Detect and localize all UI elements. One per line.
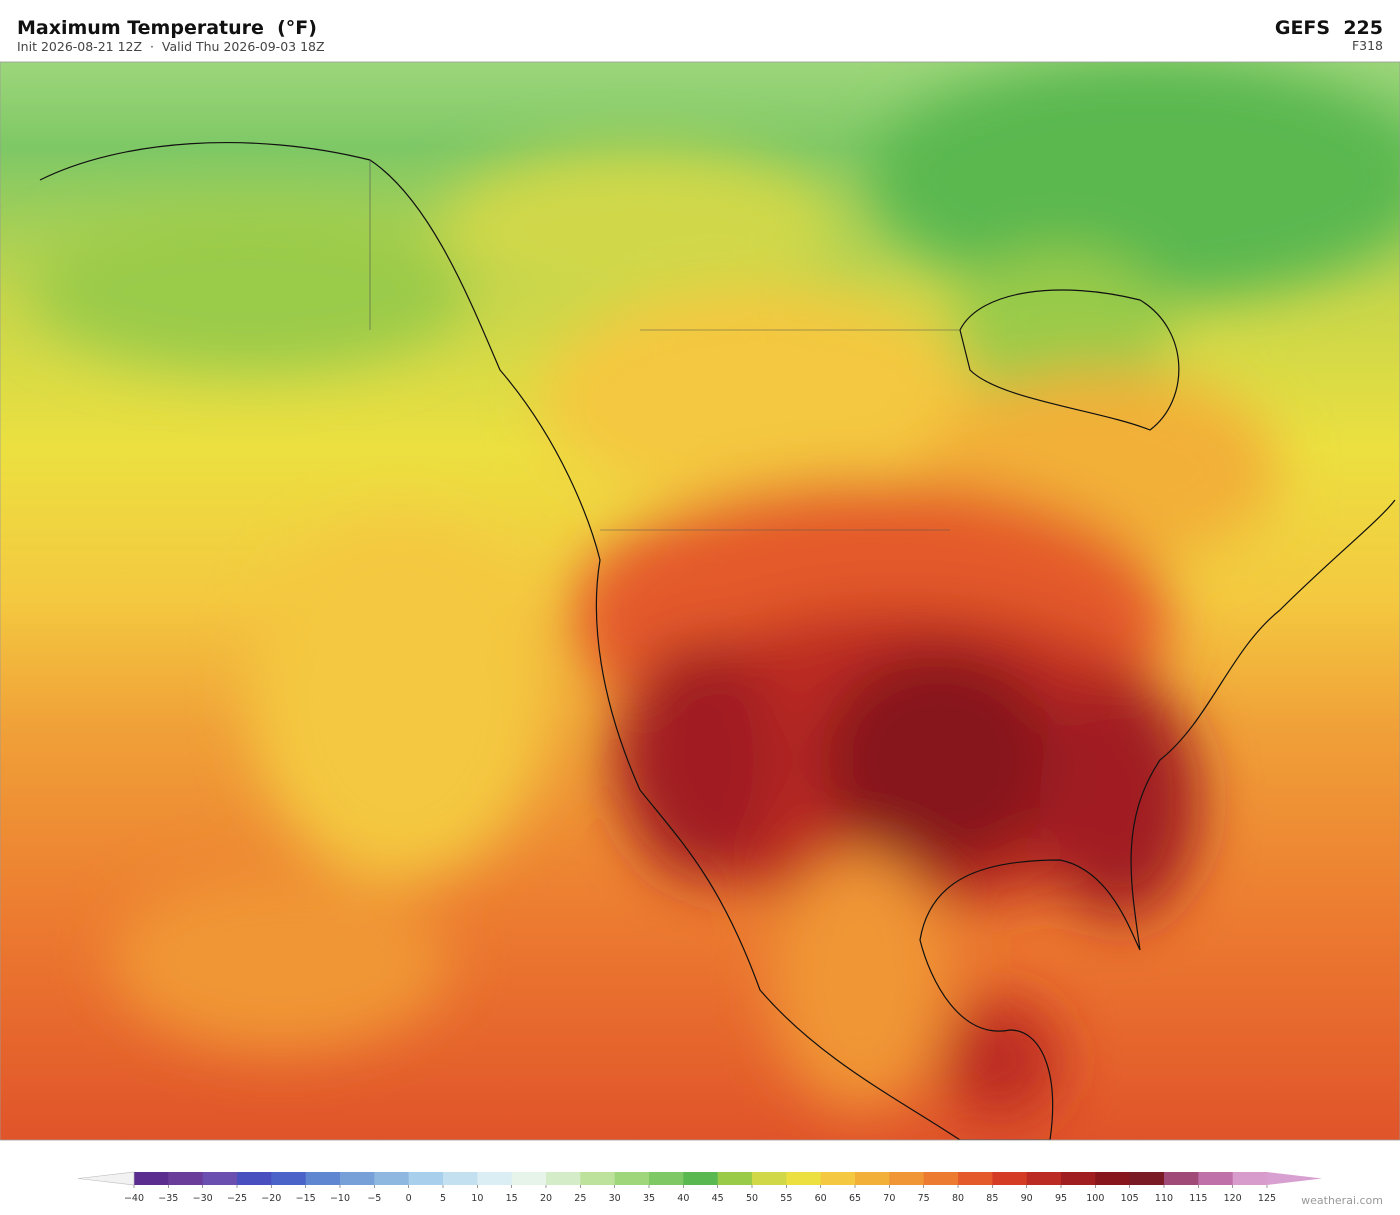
colorbar-tick-label: 0: [406, 1193, 412, 1204]
colorbar-tick-label: −30: [193, 1193, 213, 1204]
colorbar-tick-label: 40: [677, 1193, 689, 1204]
colorbar: −40 −35 −30 −25 −20 −15 −10 −5 0 5 10 15 20 25 30 35 40 4…: [77, 1171, 1322, 1204]
map-title: Maximum Temperature (°F): [17, 17, 317, 39]
colorbar-bin: [1026, 1172, 1062, 1185]
model-name: GEFS 225: [1275, 17, 1383, 39]
colorbar-bin: [958, 1172, 993, 1185]
colorbar-bin: [271, 1172, 307, 1185]
colorbar-tick-label: −20: [261, 1193, 281, 1204]
colorbar-bin: [1198, 1172, 1234, 1185]
colorbar-bin: [374, 1172, 410, 1185]
colorbar-bin: [408, 1172, 444, 1185]
colorbar-tick-label: 20: [540, 1193, 552, 1204]
colorbar-tick-label: 65: [849, 1193, 861, 1204]
colorbar-tick-label: −10: [330, 1193, 350, 1204]
colorbar-tick-label: −25: [227, 1193, 247, 1204]
colorbar-over: [1267, 1172, 1322, 1185]
colorbar-bin: [477, 1172, 513, 1185]
colorbar-bin: [1129, 1172, 1165, 1185]
colorbar-tick-label: 30: [609, 1193, 621, 1204]
colorbar-bin: [649, 1172, 684, 1185]
colorbar-bin: [1164, 1172, 1199, 1185]
map-subtitle: Init 2026-08-21 12Z · Valid Thu 2026-09-…: [17, 39, 325, 54]
colorbar-tick-label: 25: [574, 1193, 586, 1204]
colorbar-bin: [237, 1172, 272, 1185]
colorbar-bin: [1232, 1172, 1268, 1185]
colorbar-bin: [717, 1172, 753, 1185]
colorbar-bin: [683, 1172, 719, 1185]
colorbar-tick-label: 70: [883, 1193, 895, 1204]
colorbar-bin: [580, 1172, 616, 1185]
colorbar-tick-label: 15: [506, 1193, 518, 1204]
colorbar-tick-label: 90: [1021, 1193, 1033, 1204]
forecast-hour: F318: [1352, 38, 1383, 53]
colorbar-tick-label: 35: [643, 1193, 655, 1204]
colorbar-tick-label: 60: [815, 1193, 827, 1204]
map-frame: [0, 61, 1400, 1141]
colorbar-bin: [340, 1172, 375, 1185]
colorbar-bin: [305, 1172, 341, 1185]
colorbar-tick-label: 55: [780, 1193, 792, 1204]
colorbar-bin: [1095, 1172, 1131, 1185]
colorbar-bin: [511, 1172, 547, 1185]
colorbar-bin: [786, 1172, 822, 1185]
colorbar-tick-label: 75: [918, 1193, 930, 1204]
borders: [369, 160, 960, 531]
colorbar-tick-label: 115: [1189, 1193, 1207, 1204]
colorbar-tick-label: 105: [1121, 1193, 1139, 1204]
colorbar-tick-label: 110: [1155, 1193, 1173, 1204]
colorbar-tick-label: 50: [746, 1193, 758, 1204]
colorbar-bin: [889, 1172, 925, 1185]
colorbar-tick-label: 5: [440, 1193, 446, 1204]
colorbar-tick-label: −40: [124, 1193, 144, 1204]
colorbar-tick-label: 95: [1055, 1193, 1067, 1204]
colorbar-bin: [855, 1172, 890, 1185]
colorbar-tick-label: 120: [1224, 1193, 1242, 1204]
credit: weatherai.com: [1301, 1194, 1383, 1207]
colorbar-bin: [1061, 1172, 1096, 1185]
colorbar-bin: [614, 1172, 650, 1185]
map: [0, 62, 1400, 1140]
colorbar-tick-label: −15: [296, 1193, 316, 1204]
colorbar-under: [77, 1171, 135, 1186]
colorbar-bin: [443, 1172, 478, 1185]
hudson-bay-coast: [959, 289, 1180, 431]
colorbar-bin: [820, 1172, 856, 1185]
colorbar-tick-label: 80: [952, 1193, 964, 1204]
colorbar-tick-label: 85: [986, 1193, 998, 1204]
colorbar-tick-label: 100: [1086, 1193, 1104, 1204]
colorbar-bin: [546, 1172, 581, 1185]
colorbar-bin: [168, 1172, 204, 1185]
colorbar-bin: [923, 1172, 959, 1185]
temperature-field: [30, 62, 1400, 1120]
colorbar-tick-label: −35: [158, 1193, 178, 1204]
colorbar-bin: [752, 1172, 787, 1185]
colorbar-bin: [134, 1172, 169, 1185]
colorbar-tick-label: 45: [712, 1193, 724, 1204]
colorbar-tick-label: 125: [1258, 1193, 1276, 1204]
colorbar-tick-label: 10: [471, 1193, 483, 1204]
colorbar-bin: [202, 1172, 238, 1185]
colorbar-tick-label: −5: [367, 1193, 381, 1204]
coastline: [39, 142, 1396, 1140]
colorbar-bin: [992, 1172, 1028, 1185]
